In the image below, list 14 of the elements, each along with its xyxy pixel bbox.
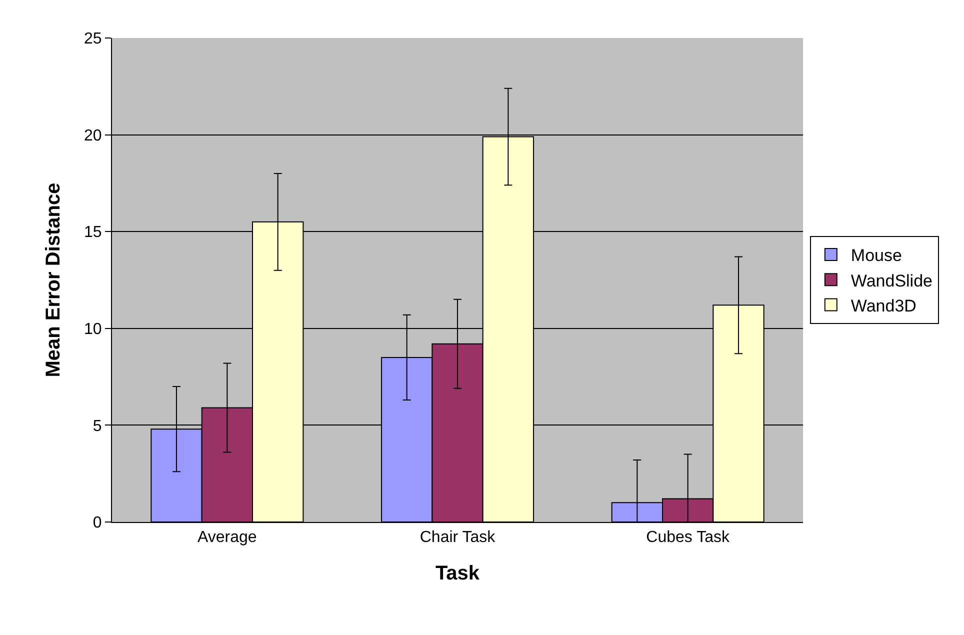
y-tick-label: 5 [92, 418, 102, 435]
y-axis-title: Mean Error Distance [42, 182, 65, 378]
x-tick-label: Cubes Task [646, 529, 730, 546]
y-tick-label: 15 [84, 224, 102, 242]
x-axis-title: Task [435, 562, 480, 585]
y-tick-label: 10 [84, 321, 102, 338]
y-tick-label: 0 [92, 514, 102, 532]
y-tick-label: 25 [84, 30, 102, 48]
y-tick-label: 20 [84, 127, 102, 144]
x-tick-label: Average [198, 529, 257, 546]
legend-label: WandSlide [850, 271, 933, 290]
legend-label: Wand3D [850, 296, 916, 316]
legend-label: Mouse [850, 246, 902, 266]
x-tick-label: Chair Task [420, 529, 496, 546]
